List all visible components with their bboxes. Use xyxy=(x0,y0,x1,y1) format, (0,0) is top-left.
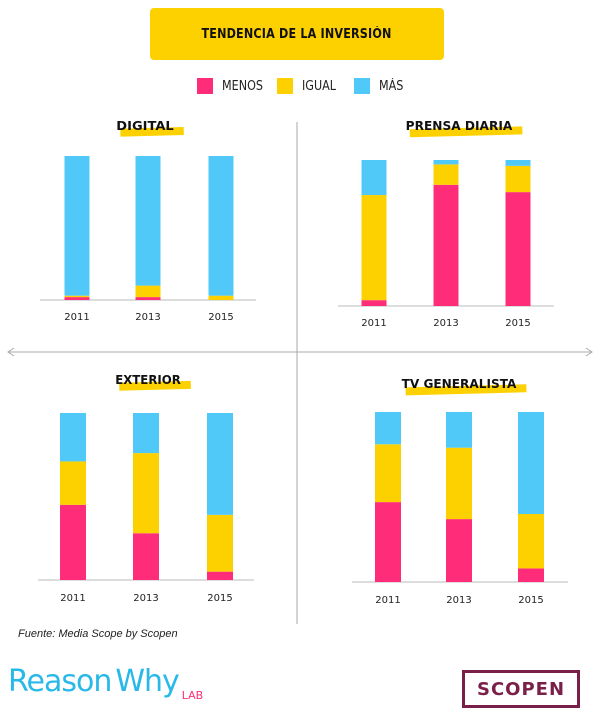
bar-segment-prensa-diaria-2011-menos xyxy=(362,300,387,306)
tick-label-exterior-2011: 2011 xyxy=(60,593,85,604)
bar-segment-prensa-diaria-2013-menos xyxy=(434,185,459,306)
bar-segment-tv-generalista-2013-mas xyxy=(446,412,472,448)
tick-label-digital-2015: 2015 xyxy=(208,312,233,323)
panel-title-prensa-diaria: PRENSA DIARIA xyxy=(406,119,513,133)
bar-segment-prensa-diaria-2011-mas xyxy=(362,160,387,195)
bar-segment-tv-generalista-2015-menos xyxy=(518,568,544,582)
scopen-logo-text: SCOPEN xyxy=(477,679,565,700)
bar-segment-tv-generalista-2013-menos xyxy=(446,519,472,582)
bar-segment-digital-2011-menos xyxy=(65,297,90,300)
logo-why-text: Why xyxy=(115,664,178,700)
bar-segment-tv-generalista-2015-mas xyxy=(518,412,544,514)
tick-label-tv-generalista-2013: 2013 xyxy=(446,595,471,606)
bar-segment-exterior-2015-menos xyxy=(207,572,233,580)
panel-title-digital: DIGITAL xyxy=(116,119,174,133)
reasonwhy-logo: Reason Why LAB xyxy=(8,664,203,700)
bar-segment-exterior-2015-igual xyxy=(207,515,233,572)
tick-label-digital-2013: 2013 xyxy=(135,312,160,323)
bar-segment-digital-2015-mas xyxy=(209,156,234,296)
tick-label-exterior-2015: 2015 xyxy=(207,593,232,604)
bar-segment-tv-generalista-2011-igual xyxy=(375,444,401,502)
bar-segment-prensa-diaria-2013-igual xyxy=(434,164,459,184)
logo-lab-text: LAB xyxy=(182,689,203,702)
bar-segment-exterior-2013-mas xyxy=(133,413,159,453)
panel-title-exterior: EXTERIOR xyxy=(115,373,181,387)
bar-segment-prensa-diaria-2015-igual xyxy=(506,166,531,192)
bar-segment-tv-generalista-2013-igual xyxy=(446,448,472,519)
tick-label-digital-2011: 2011 xyxy=(64,312,89,323)
scopen-logo: SCOPEN xyxy=(462,670,580,708)
bar-segment-exterior-2011-igual xyxy=(60,461,86,504)
bar-segment-prensa-diaria-2015-mas xyxy=(506,160,531,166)
bar-segment-digital-2013-menos xyxy=(136,297,161,300)
bar-segment-digital-2011-mas xyxy=(65,156,90,296)
tick-label-prensa-diaria-2015: 2015 xyxy=(505,318,530,329)
tick-label-prensa-diaria-2011: 2011 xyxy=(361,318,386,329)
bar-segment-exterior-2011-menos xyxy=(60,505,86,580)
bar-segment-digital-2013-mas xyxy=(136,156,161,286)
bar-segment-digital-2015-igual xyxy=(209,296,234,300)
source-note: Fuente: Media Scope by Scopen xyxy=(18,628,178,640)
bar-segment-digital-2013-igual xyxy=(136,286,161,298)
charts-canvas: DIGITAL 2011 2013 2015 PRENSA DIARIA 2011 2013… xyxy=(0,0,600,717)
bar-segment-digital-2011-igual xyxy=(65,296,90,297)
bar-segment-tv-generalista-2011-mas xyxy=(375,412,401,444)
logo-reason-text: Reason xyxy=(8,664,111,700)
tick-label-tv-generalista-2015: 2015 xyxy=(518,595,543,606)
bar-segment-exterior-2015-mas xyxy=(207,413,233,515)
bar-segment-exterior-2011-mas xyxy=(60,413,86,461)
bar-segment-tv-generalista-2015-igual xyxy=(518,514,544,568)
tick-label-prensa-diaria-2013: 2013 xyxy=(433,318,458,329)
bar-segment-prensa-diaria-2013-mas xyxy=(434,160,459,164)
tick-label-tv-generalista-2011: 2011 xyxy=(375,595,400,606)
panel-title-tv-generalista: TV GENERALISTA xyxy=(402,377,518,391)
bar-segment-exterior-2013-igual xyxy=(133,453,159,533)
bar-segment-prensa-diaria-2015-menos xyxy=(506,192,531,306)
bar-segment-tv-generalista-2011-menos xyxy=(375,502,401,582)
bar-segment-prensa-diaria-2011-igual xyxy=(362,195,387,300)
tick-label-exterior-2013: 2013 xyxy=(133,593,158,604)
bar-segment-exterior-2013-menos xyxy=(133,533,159,580)
